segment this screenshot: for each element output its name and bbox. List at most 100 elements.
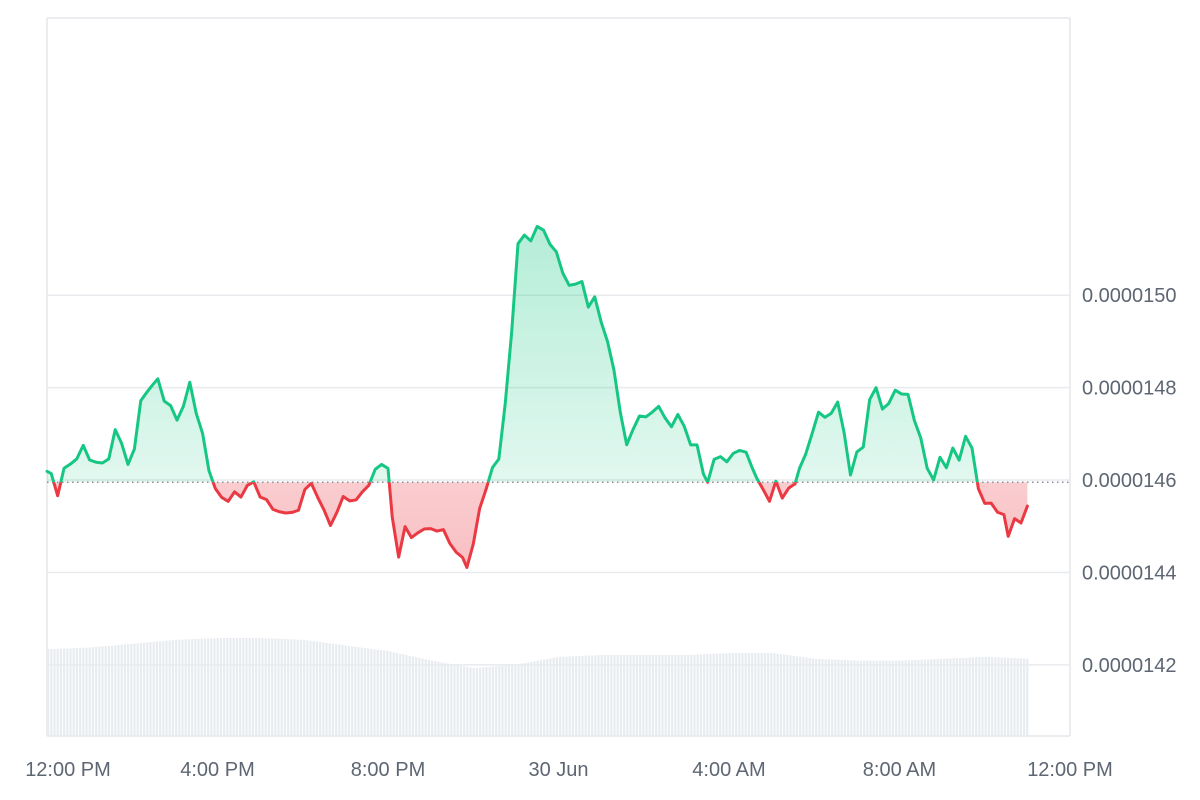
volume-bar: [379, 650, 382, 736]
volume-bar: [447, 663, 450, 736]
volume-bar: [427, 659, 430, 736]
volume-bar: [927, 659, 930, 736]
volume-bar: [197, 638, 200, 736]
volume-bar: [674, 654, 677, 736]
x-tick-label: 8:00 PM: [351, 759, 425, 781]
volume-bar: [171, 640, 174, 736]
volume-bar: [309, 640, 312, 736]
volume-bar: [245, 638, 248, 736]
volume-bar: [523, 662, 526, 736]
volume-bar: [392, 652, 395, 736]
volume-bar: [776, 653, 779, 736]
area-below-baseline: [47, 482, 1028, 568]
volume-bar: [603, 654, 606, 736]
volume-bar: [559, 656, 562, 736]
volume-bar: [491, 666, 494, 736]
volume-bar: [408, 655, 411, 736]
volume-bars: [47, 638, 1029, 736]
volume-bar: [264, 638, 267, 736]
volume-bar: [165, 640, 168, 736]
volume-bar: [53, 649, 56, 736]
volume-bar: [357, 647, 360, 736]
volume-bar: [123, 644, 126, 736]
volume-bar: [565, 656, 568, 736]
volume-bar: [111, 645, 114, 736]
volume-bar: [869, 660, 872, 736]
volume-bar: [242, 638, 245, 736]
volume-bar: [882, 660, 885, 736]
volume-bar: [584, 655, 587, 736]
volume-bar: [827, 659, 830, 736]
volume-bar: [635, 654, 638, 736]
volume-bar: [773, 653, 776, 736]
volume-bar: [235, 638, 238, 736]
volume-bar: [763, 653, 766, 736]
volume-bar: [328, 643, 331, 736]
volume-bar: [639, 654, 642, 736]
volume-bar: [63, 648, 66, 736]
volume-bar: [267, 638, 270, 736]
volume-bar: [933, 659, 936, 736]
volume-bar: [517, 664, 520, 736]
volume-bar: [162, 641, 165, 736]
volume-bar: [741, 653, 744, 736]
volume-bar: [511, 664, 514, 736]
volume-bar: [831, 659, 834, 736]
volume-bar: [296, 639, 299, 736]
volume-bar: [184, 639, 187, 736]
volume-bar: [453, 664, 456, 736]
y-tick-label: 0.0000144: [1082, 562, 1177, 584]
volume-bar: [66, 648, 69, 736]
volume-bar: [437, 661, 440, 736]
volume-bar: [786, 655, 789, 736]
volume-bar: [395, 652, 398, 736]
x-tick-label: 30 Jun: [528, 759, 588, 781]
volume-bar: [859, 660, 862, 736]
volume-bar: [415, 657, 418, 736]
x-tick-label: 12:00 PM: [25, 759, 111, 781]
volume-bar: [616, 654, 619, 736]
volume-bar: [191, 639, 194, 736]
volume-bar: [495, 666, 498, 736]
volume-bar: [258, 638, 261, 736]
volume-bar: [885, 660, 888, 736]
volume-bar: [987, 656, 990, 736]
volume-bar: [991, 657, 994, 736]
volume-bar: [136, 643, 139, 736]
volume-bar: [383, 650, 386, 736]
volume-bar: [1010, 657, 1013, 736]
volume-bar: [677, 654, 680, 736]
volume-bar: [687, 654, 690, 736]
volume-bar: [1007, 657, 1010, 736]
volume-bar: [578, 655, 581, 736]
volume-bar: [325, 642, 328, 736]
volume-bar: [338, 644, 341, 736]
volume-bar: [479, 667, 482, 736]
volume-bar: [959, 657, 962, 736]
volume-bar: [594, 655, 597, 736]
volume-bar: [405, 655, 408, 736]
volume-bar: [335, 644, 338, 736]
volume-bar: [895, 660, 898, 736]
volume-bar: [853, 660, 856, 736]
volume-bar: [811, 658, 814, 736]
y-tick-label: 0.0000146: [1082, 470, 1177, 492]
volume-bar: [962, 657, 965, 736]
volume-bar: [680, 654, 683, 736]
volume-bar: [459, 665, 462, 736]
volume-bar: [319, 642, 322, 736]
volume-bar: [331, 643, 334, 736]
volume-bar: [280, 638, 283, 736]
volume-bar: [239, 638, 242, 736]
volume-bar: [891, 660, 894, 736]
volume-bar: [139, 642, 142, 736]
volume-bar: [683, 654, 686, 736]
volume-bar: [450, 664, 453, 736]
volume-bar: [840, 659, 843, 736]
volume-bar: [997, 657, 1000, 736]
volume-bar: [143, 642, 146, 736]
volume-bar: [818, 658, 821, 736]
volume-bar: [223, 638, 226, 736]
volume-bar: [421, 658, 424, 736]
